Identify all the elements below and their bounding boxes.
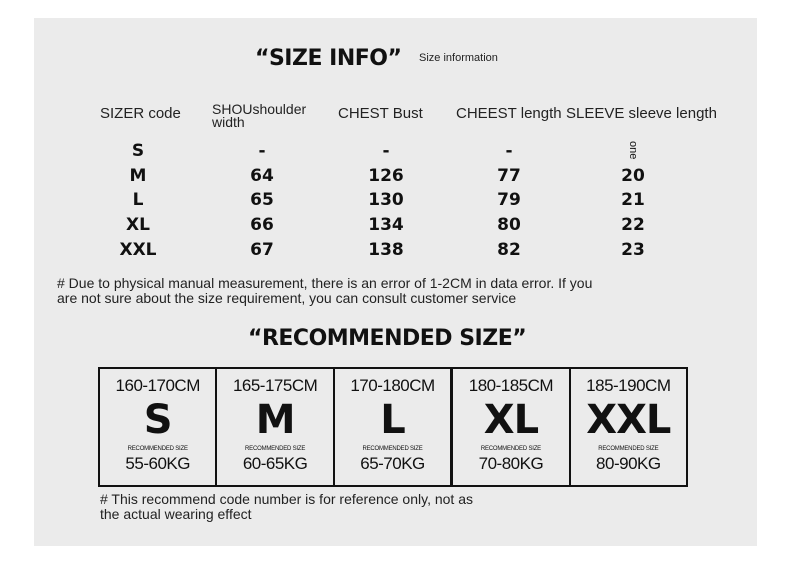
size-info-title: “SIZE INFO” bbox=[255, 46, 402, 71]
header-length: CHEEST length bbox=[456, 105, 562, 122]
height-range: 160-170CM bbox=[115, 376, 201, 395]
cell-length: 80 bbox=[497, 215, 521, 235]
cell-length: 82 bbox=[497, 240, 521, 260]
size-chart-panel bbox=[34, 18, 757, 546]
cell-sleeve: 22 bbox=[621, 215, 645, 235]
header-sleeve: SLEEVE sleeve length bbox=[566, 105, 717, 122]
recommended-size-title: “RECOMMENDED SIZE” bbox=[248, 326, 527, 351]
cell-shoulder: - bbox=[258, 141, 266, 161]
recommended-label: RECOMMENDED SIZE bbox=[598, 446, 659, 452]
cell-size-code: L bbox=[132, 190, 144, 210]
cell-sleeve: one bbox=[627, 141, 639, 160]
recommended-box-l: 170-180CM L RECOMMENDED SIZE 65-70KG bbox=[335, 369, 454, 485]
cell-chest: 130 bbox=[368, 190, 404, 210]
cell-shoulder: 65 bbox=[250, 190, 274, 210]
cell-size-code: M bbox=[129, 166, 147, 186]
size-code: M bbox=[255, 397, 296, 443]
weight-range: 65-70KG bbox=[360, 454, 425, 473]
height-range: 180-185CM bbox=[468, 376, 554, 395]
cell-chest: - bbox=[382, 141, 390, 161]
cell-size-code: XL bbox=[126, 215, 150, 235]
size-code: S bbox=[143, 397, 173, 443]
cell-shoulder: 66 bbox=[250, 215, 274, 235]
recommend-note-line2: the actual wearing effect bbox=[100, 506, 252, 522]
cell-length: 79 bbox=[497, 190, 521, 210]
header-chest: CHEST Bust bbox=[338, 105, 423, 122]
height-range: 185-190CM bbox=[586, 376, 671, 395]
header-shoulder: SHOUshoulder width bbox=[212, 101, 307, 130]
recommended-box-xxl: 185-190CM XXL RECOMMENDED SIZE 80-90KG bbox=[571, 369, 686, 485]
recommended-size-boxes: 160-170CM S RECOMMENDED SIZE 55-60KG 165… bbox=[98, 367, 688, 487]
cell-shoulder: 67 bbox=[250, 240, 274, 260]
size-code: XL bbox=[483, 397, 539, 443]
measurement-note-line1: # Due to physical manual measurement, th… bbox=[57, 275, 593, 291]
size-code: XXL bbox=[586, 397, 671, 443]
recommended-box-m: 165-175CM M RECOMMENDED SIZE 60-65KG bbox=[217, 369, 335, 485]
header-size-code: SIZER code bbox=[100, 105, 181, 122]
recommended-box-s: 160-170CM S RECOMMENDED SIZE 55-60KG bbox=[100, 369, 218, 485]
cell-size-code: XXL bbox=[119, 240, 157, 260]
recommended-box-xl: 180-185CM XL RECOMMENDED SIZE 70-80KG bbox=[453, 369, 571, 485]
size-code: L bbox=[380, 397, 406, 443]
cell-chest: 134 bbox=[368, 215, 404, 235]
cell-sleeve: 21 bbox=[621, 190, 645, 210]
recommend-note-line1: # This recommend code number is for refe… bbox=[100, 491, 473, 507]
recommended-label: RECOMMENDED SIZE bbox=[362, 446, 423, 452]
recommended-label: RECOMMENDED SIZE bbox=[127, 446, 188, 452]
measurement-note-line2: are not sure about the size requirement,… bbox=[57, 290, 517, 306]
weight-range: 80-90KG bbox=[596, 454, 661, 473]
weight-range: 70-80KG bbox=[478, 454, 544, 473]
weight-range: 55-60KG bbox=[125, 454, 190, 473]
cell-sleeve: 20 bbox=[621, 166, 645, 186]
weight-range: 60-65KG bbox=[242, 454, 308, 473]
cell-size-code: S bbox=[131, 141, 145, 161]
cell-chest: 138 bbox=[368, 240, 404, 260]
height-range: 170-180CM bbox=[350, 376, 435, 395]
cell-chest: 126 bbox=[368, 166, 404, 186]
cell-shoulder: 64 bbox=[250, 166, 274, 186]
recommended-label: RECOMMENDED SIZE bbox=[245, 446, 306, 452]
height-range: 165-175CM bbox=[232, 376, 318, 395]
recommended-label: RECOMMENDED SIZE bbox=[480, 446, 541, 452]
cell-length: 77 bbox=[497, 166, 521, 186]
cell-length: - bbox=[505, 141, 513, 161]
size-info-subtitle: Size information bbox=[419, 52, 498, 64]
cell-sleeve: 23 bbox=[621, 240, 645, 260]
